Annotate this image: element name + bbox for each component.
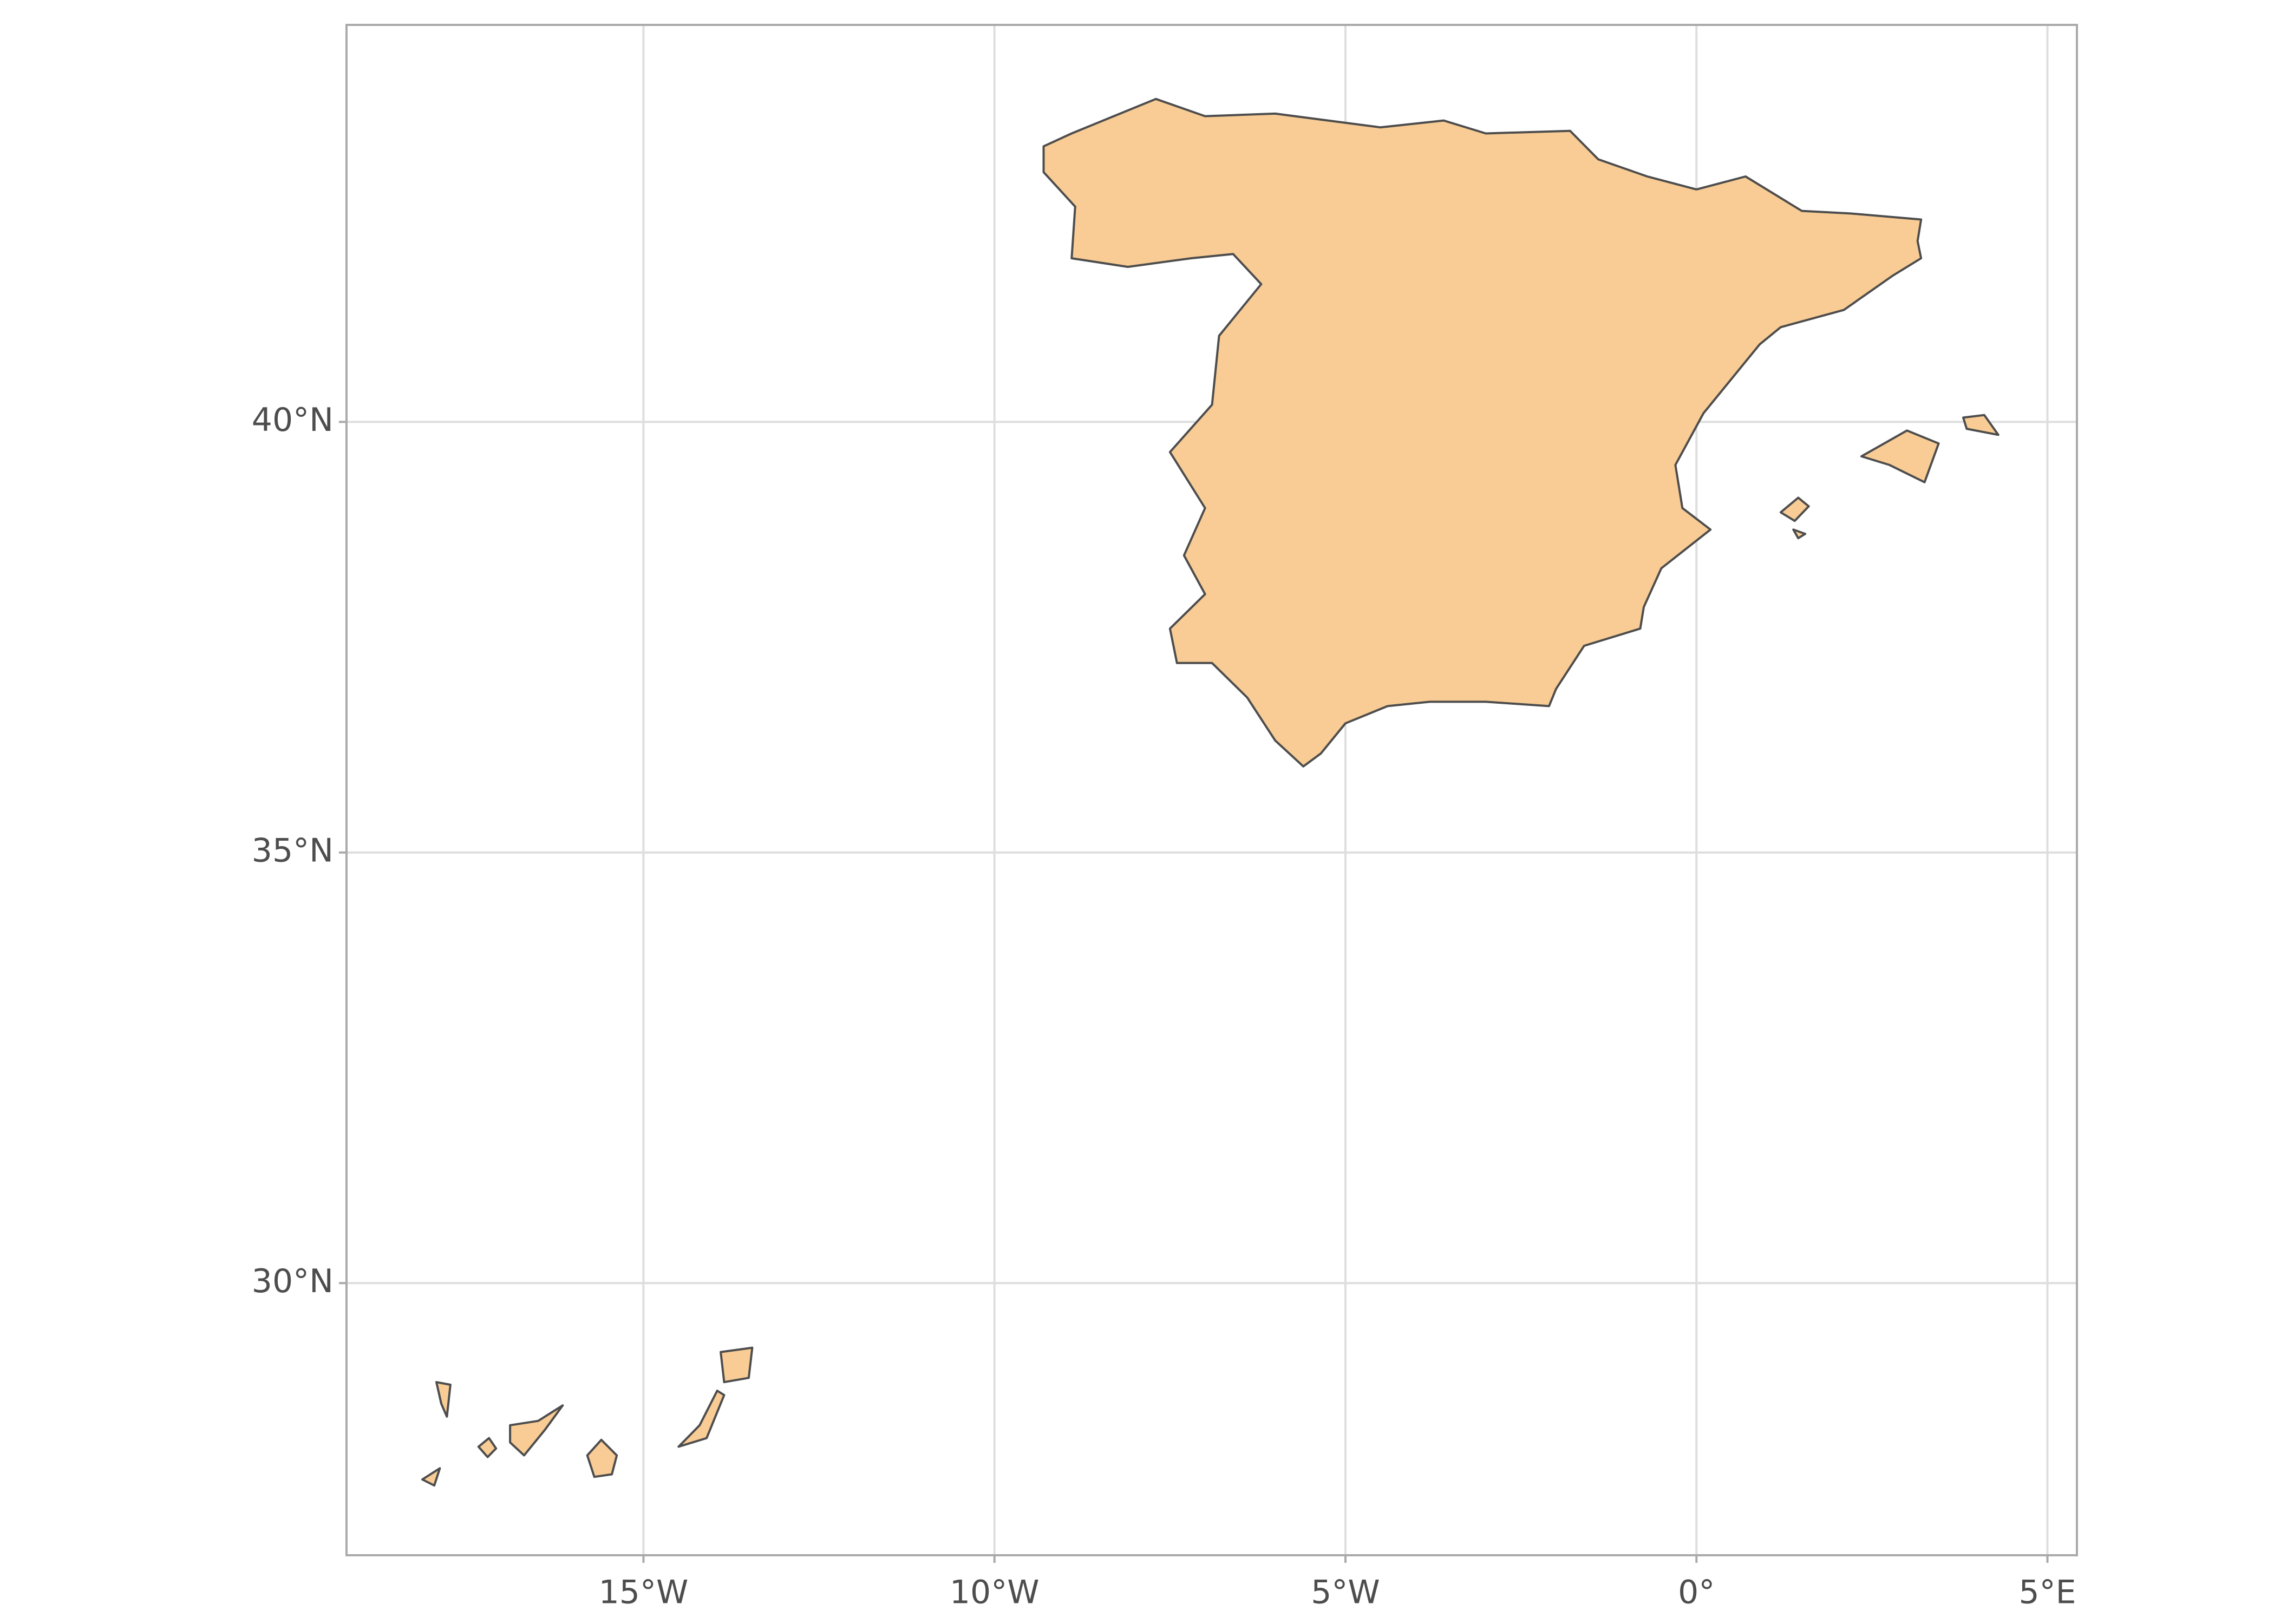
y-tick-label: 40°N bbox=[252, 401, 334, 439]
x-tick-label: 0° bbox=[1678, 1574, 1715, 1612]
x-tick-label: 10°W bbox=[950, 1574, 1040, 1612]
lanzarote bbox=[720, 1346, 754, 1384]
x-tick-label: 5°W bbox=[1311, 1574, 1380, 1612]
tenerife bbox=[509, 1404, 564, 1457]
mallorca bbox=[1860, 429, 1940, 483]
mainland-spain bbox=[1042, 97, 1923, 768]
y-tick-label: 35°N bbox=[252, 831, 334, 869]
ibiza bbox=[1779, 496, 1810, 522]
la-palma bbox=[435, 1381, 452, 1418]
panel-border bbox=[345, 24, 2078, 1556]
y-tick-label: 30°N bbox=[252, 1262, 334, 1300]
menorca bbox=[1962, 414, 1999, 436]
el-hierro bbox=[421, 1467, 441, 1487]
x-tick-label: 5°E bbox=[2018, 1574, 2076, 1612]
fuerteventura bbox=[677, 1390, 726, 1448]
la-gomera bbox=[477, 1437, 498, 1458]
gran-canaria bbox=[586, 1438, 618, 1478]
formentera bbox=[1792, 528, 1807, 540]
x-tick-label: 15°W bbox=[599, 1574, 689, 1612]
